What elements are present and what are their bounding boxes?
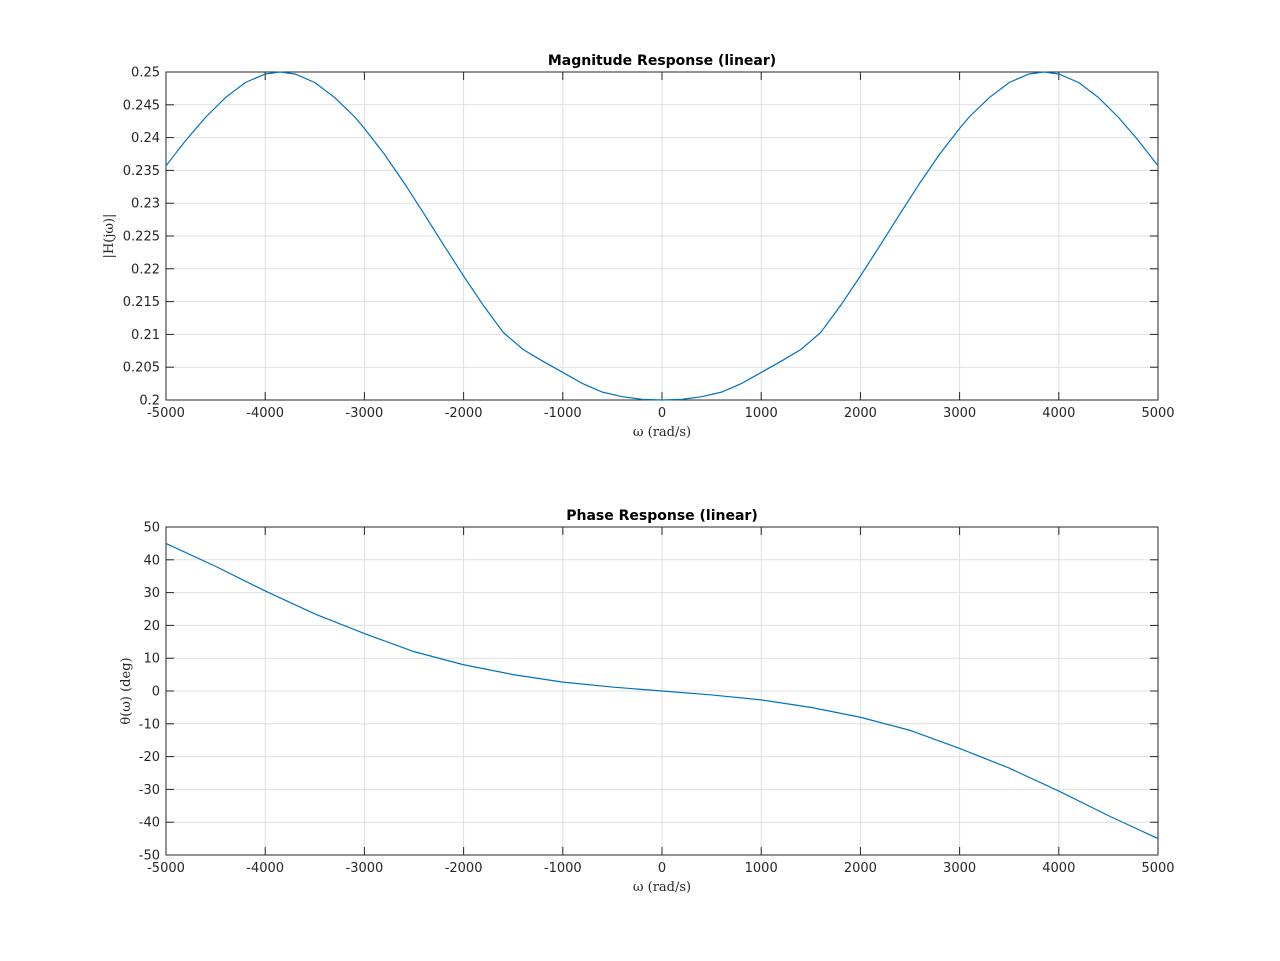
phase-y-tick-label: 40 bbox=[143, 553, 160, 568]
magnitude-x-axis-label: ω (rad/s) bbox=[633, 425, 691, 440]
phase-x-tick-label: -3000 bbox=[346, 861, 384, 876]
phase-chart-title: Phase Response (linear) bbox=[566, 508, 758, 524]
phase-x-tick-label: -2000 bbox=[445, 861, 483, 876]
phase-x-tick-label: -1000 bbox=[544, 861, 582, 876]
phase-y-tick-label: 50 bbox=[143, 521, 160, 536]
magnitude-x-tick-label: 2000 bbox=[844, 406, 877, 421]
magnitude-y-tick-label: 0.21 bbox=[131, 328, 160, 343]
magnitude-x-tick-label: -5000 bbox=[147, 406, 185, 421]
magnitude-x-tick-label: -2000 bbox=[445, 406, 483, 421]
phase-y-tick-label: -10 bbox=[139, 717, 160, 732]
magnitude-x-tick-label: -4000 bbox=[246, 406, 284, 421]
phase-y-tick-label: -40 bbox=[139, 816, 160, 831]
phase-x-tick-label: 0 bbox=[658, 861, 666, 876]
magnitude-x-tick-label: 1000 bbox=[745, 406, 778, 421]
phase-x-tick-label: 4000 bbox=[1042, 861, 1075, 876]
phase-x-tick-label: 2000 bbox=[844, 861, 877, 876]
magnitude-x-tick-label: -1000 bbox=[544, 406, 582, 421]
magnitude-plot: -5000 -4000 -3000 -2000 -1000 0 1000 2000 3000 40… bbox=[102, 53, 1175, 440]
phase-x-tick-label: 1000 bbox=[745, 861, 778, 876]
magnitude-y-axis-label: |H(jω)| bbox=[102, 214, 117, 259]
magnitude-y-tick-label: 0.23 bbox=[131, 197, 160, 212]
magnitude-x-tick-label: 3000 bbox=[943, 406, 976, 421]
phase-y-tick-label: 20 bbox=[143, 619, 160, 634]
magnitude-x-tick-label: -3000 bbox=[346, 406, 384, 421]
magnitude-series-line bbox=[165, 71, 1159, 401]
phase-y-tick-label: 10 bbox=[143, 652, 160, 667]
magnitude-x-tick-label: 4000 bbox=[1042, 406, 1075, 421]
magnitude-y-tick-label: 0.225 bbox=[123, 230, 160, 245]
magnitude-y-tick-label: 0.25 bbox=[131, 66, 160, 81]
magnitude-x-tick-label: 0 bbox=[658, 406, 666, 421]
magnitude-x-tick-label: 5000 bbox=[1141, 406, 1174, 421]
magnitude-chart-title: Magnitude Response (linear) bbox=[548, 53, 776, 69]
phase-y-tick-label: 30 bbox=[143, 586, 160, 601]
phase-x-tick-label: 3000 bbox=[943, 861, 976, 876]
phase-series-line bbox=[165, 542, 1159, 840]
phase-y-tick-label: 0 bbox=[152, 685, 160, 700]
magnitude-y-tick-label: 0.2 bbox=[139, 394, 160, 409]
phase-x-axis-label: ω (rad/s) bbox=[633, 880, 691, 895]
magnitude-y-tick-label: 0.245 bbox=[123, 98, 160, 113]
phase-x-tick-label: -5000 bbox=[147, 861, 185, 876]
phase-y-axis-label: θ(ω) (deg) bbox=[119, 657, 134, 724]
phase-y-tick-label: -20 bbox=[139, 750, 160, 765]
phase-y-tick-label: -50 bbox=[139, 849, 160, 864]
phase-x-tick-label: -4000 bbox=[246, 861, 284, 876]
magnitude-y-tick-label: 0.22 bbox=[131, 262, 160, 277]
phase-plot: -5000 -4000 -3000 -2000 -1000 0 1000 2000 3000 40… bbox=[119, 508, 1175, 895]
phase-x-tick-label: 5000 bbox=[1141, 861, 1174, 876]
phase-y-tick-label: -30 bbox=[139, 783, 160, 798]
magnitude-y-tick-label: 0.215 bbox=[123, 295, 160, 310]
magnitude-y-tick-label: 0.235 bbox=[123, 164, 160, 179]
magnitude-y-tick-label: 0.205 bbox=[123, 361, 160, 376]
magnitude-y-tick-label: 0.24 bbox=[131, 131, 160, 146]
